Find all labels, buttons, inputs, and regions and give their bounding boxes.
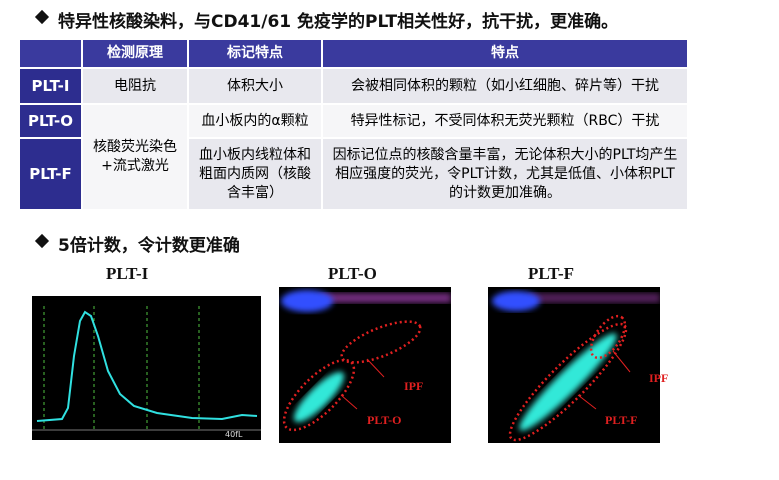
figure-title: PLT-F: [528, 264, 574, 283]
cell: 血小板内线粒体和粗面内质网（核酸含丰富）: [187, 137, 323, 211]
heading: 5倍计数，令计数更准确: [58, 236, 240, 256]
scatter-image: [488, 287, 660, 443]
figure-title: PLT-O: [328, 264, 377, 283]
cell: 核酸荧光染色+流式激光: [81, 103, 189, 211]
header-cell: [18, 38, 83, 69]
row: PLT-O 核酸荧光染色+流式激光 血小板内的α颗粒 特异性标记，不受同体积无荧…: [18, 103, 689, 211]
cell: 血小板内的α颗粒: [187, 103, 323, 139]
annotation: PLT-F: [605, 413, 638, 427]
cell: 特异性标记，不受同体积无荧光颗粒（RBC）干扰: [321, 103, 689, 139]
cell: 电阻抗: [81, 67, 189, 105]
bullet: [34, 9, 50, 25]
cell: 会被相同体积的颗粒（如小红细胞、碎片等）干扰: [321, 67, 689, 105]
annotation: IPF: [649, 371, 669, 385]
cell: 因标记位点的核酸含量丰富，无论体积大小的PLT均产生相应强度的荧光，令PLT计数…: [321, 137, 689, 211]
annotation: IPF: [404, 379, 424, 393]
annotation: PLT-O: [367, 413, 402, 427]
row: PLT-F 血小板内线粒体和粗面内质网（核酸含丰富） 因标记位点的核酸含量丰富，…: [18, 137, 689, 211]
row-name: PLT-O: [18, 103, 83, 139]
header-cell: 检测原理: [81, 38, 189, 69]
scatter-image: [279, 287, 451, 443]
bullet: [34, 233, 50, 249]
row: PLT-I 电阻抗 体积大小 会被相同体积的颗粒（如小红细胞、碎片等）干扰: [18, 67, 689, 105]
heading: 特异性核酸染料，与CD41/61 免疫学的PLT相关性好，抗干扰，更准确。: [58, 12, 619, 32]
row-name: PLT-I: [18, 67, 83, 105]
figure-title: PLT-I: [106, 264, 149, 283]
cell: 体积大小: [187, 67, 323, 105]
header-row: 检测原理 标记特点 特点: [18, 38, 689, 69]
axis-label: 40fL: [225, 430, 243, 439]
table: 检测原理 标记特点 特点 PLT-I 电阻抗 体积大小 会被相同体积的颗粒（如小…: [18, 38, 689, 211]
header-cell: 特点: [321, 38, 689, 69]
histogram-image: [32, 296, 261, 440]
row-name: PLT-F: [18, 137, 83, 211]
header-cell: 标记特点: [187, 38, 323, 69]
